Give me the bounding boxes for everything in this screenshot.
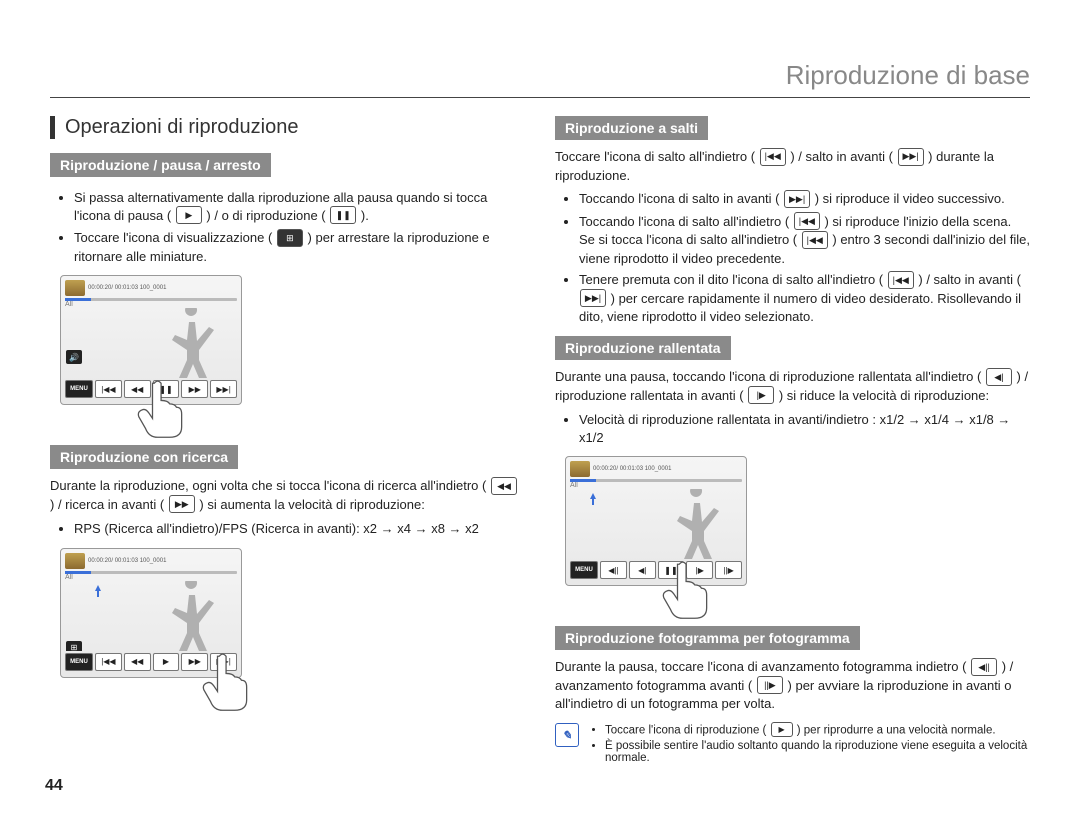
list-item: Toccare l'icona di visualizzazione ( ⊞ )… — [74, 229, 525, 265]
timecode: 00:00:20/ 00:01:03 100_0001 — [88, 558, 166, 564]
skip-back-icon: |◀◀ — [888, 271, 914, 289]
thumbnail-icon — [65, 553, 85, 569]
play-button[interactable]: ▶ — [153, 653, 180, 671]
progress-bar — [65, 298, 237, 301]
silhouette-icon — [161, 581, 221, 651]
skip-fwd-button[interactable]: ▶▶| — [210, 380, 237, 398]
page-number: 44 — [45, 777, 63, 795]
rewind-icon: ◀◀ — [491, 477, 517, 495]
page: Riproduzione di base Operazioni di ripro… — [0, 0, 1080, 825]
all-label: All — [566, 482, 746, 489]
skip-fwd-icon: ▶▶| — [898, 148, 924, 166]
sub-header-frame: Riproduzione fotogramma per fotogramma — [555, 626, 860, 650]
touch-indicator-icon — [91, 584, 105, 598]
section-title: Operazioni di riproduzione — [50, 116, 525, 139]
all-label: All — [61, 574, 241, 581]
grid-side-icon: ⊞ — [66, 641, 82, 651]
finger-icon — [131, 379, 186, 439]
list-item: Toccare l'icona di riproduzione ( ▶ ) pe… — [605, 723, 1030, 738]
menu-button[interactable]: MENU — [65, 653, 93, 671]
list-item: È possibile sentire l'audio soltanto qua… — [605, 740, 1030, 764]
play-icon: ▶ — [771, 722, 793, 737]
camera-screenshot: 00:00:20/ 00:01:03 100_0001 All MENU ◀||… — [565, 456, 747, 586]
pause-icon: ❚❚ — [330, 206, 356, 224]
slow-back-icon: ◀| — [986, 368, 1012, 386]
paragraph: Durante una pausa, toccando l'icona di r… — [555, 368, 1030, 405]
skip-back-icon: |◀◀ — [794, 212, 820, 230]
paragraph: Durante la pausa, toccare l'icona di ava… — [555, 658, 1030, 713]
all-label: All — [61, 301, 241, 308]
list-item: Toccando l'icona di salto all'indietro (… — [579, 213, 1030, 268]
sub-header-slow: Riproduzione rallentata — [555, 336, 731, 360]
skip-fwd-icon: ▶▶| — [784, 190, 810, 208]
sub-header-skip: Riproduzione a salti — [555, 116, 708, 140]
camera-screenshot: 00:00:20/ 00:01:03 100_0001 All 🔊 MENU |… — [60, 275, 242, 405]
chapter-title: Riproduzione di base — [50, 60, 1030, 91]
menu-button[interactable]: MENU — [570, 561, 598, 579]
finger-icon — [656, 560, 711, 620]
thumbnail-icon — [65, 280, 85, 296]
menu-button[interactable]: MENU — [65, 380, 93, 398]
right-column: Riproduzione a salti Toccare l'icona di … — [555, 116, 1030, 766]
note-box: ✎ Toccare l'icona di riproduzione ( ▶ ) … — [555, 723, 1030, 766]
note-list: Toccare l'icona di riproduzione ( ▶ ) pe… — [589, 723, 1030, 766]
thumbnail-icon — [570, 461, 590, 477]
grid-icon: ⊞ — [277, 229, 303, 247]
skip-back-icon: |◀◀ — [760, 148, 786, 166]
left-column: Operazioni di riproduzione Riproduzione … — [50, 116, 525, 766]
slow-fwd-icon: |▶ — [748, 386, 774, 404]
skip-back-button[interactable]: |◀◀ — [95, 380, 122, 398]
frame-back-button[interactable]: ◀|| — [600, 561, 627, 579]
skip-back-icon: |◀◀ — [802, 231, 828, 249]
list-item: RPS (Ricerca all'indietro)/FPS (Ricerca … — [74, 520, 525, 538]
list-item: Tenere premuta con il dito l'icona di sa… — [579, 271, 1030, 326]
bullet-list: Si passa alternativamente dalla riproduz… — [50, 189, 525, 265]
frame-fwd-icon: ||▶ — [757, 676, 783, 694]
sub-header-search: Riproduzione con ricerca — [50, 445, 238, 469]
camera-screenshot: 00:00:20/ 00:01:03 100_0001 All ⊞ MENU |… — [60, 548, 242, 678]
note-icon: ✎ — [555, 723, 579, 747]
touch-indicator-icon — [586, 492, 600, 506]
bullet-list: Velocità di riproduzione rallentata in a… — [555, 411, 1030, 446]
silhouette-icon — [161, 308, 221, 378]
sub-header-play-pause: Riproduzione / pausa / arresto — [50, 153, 271, 177]
divider — [50, 97, 1030, 98]
progress-bar — [570, 479, 742, 482]
paragraph: Toccare l'icona di salto all'indietro ( … — [555, 148, 1030, 184]
skip-fwd-icon: ▶▶| — [580, 289, 606, 307]
play-icon: ▶ — [176, 206, 202, 224]
rewind-button[interactable]: ◀◀ — [124, 653, 151, 671]
silhouette-icon — [666, 489, 726, 559]
finger-icon — [196, 652, 251, 712]
frame-back-icon: ◀|| — [971, 658, 997, 676]
columns: Operazioni di riproduzione Riproduzione … — [50, 116, 1030, 766]
bullet-list: Toccando l'icona di salto in avanti ( ▶▶… — [555, 190, 1030, 326]
skip-back-button[interactable]: |◀◀ — [95, 653, 122, 671]
progress-bar — [65, 571, 237, 574]
forward-icon: ▶▶ — [169, 495, 195, 513]
timecode: 00:00:20/ 00:01:03 100_0001 — [88, 285, 166, 291]
slow-back-button[interactable]: ◀| — [629, 561, 656, 579]
timecode: 00:00:20/ 00:01:03 100_0001 — [593, 466, 671, 472]
list-item: Toccando l'icona di salto in avanti ( ▶▶… — [579, 190, 1030, 209]
speaker-icon: 🔊 — [66, 350, 82, 364]
frame-fwd-button[interactable]: ||▶ — [715, 561, 742, 579]
list-item: Si passa alternativamente dalla riproduz… — [74, 189, 525, 225]
paragraph: Durante la riproduzione, ogni volta che … — [50, 477, 525, 514]
list-item: Velocità di riproduzione rallentata in a… — [579, 411, 1030, 446]
bullet-list: RPS (Ricerca all'indietro)/FPS (Ricerca … — [50, 520, 525, 538]
